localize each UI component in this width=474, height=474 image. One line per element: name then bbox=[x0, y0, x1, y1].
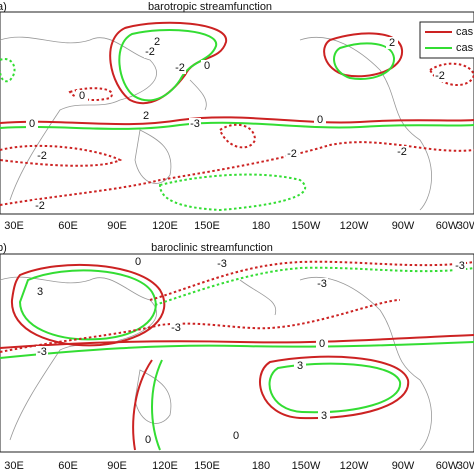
contour-label: 3 bbox=[37, 286, 43, 298]
contour-label-bg bbox=[34, 200, 46, 212]
contour-label-bg bbox=[36, 150, 48, 162]
contour-label: 0 bbox=[79, 90, 85, 102]
contour-label: 2 bbox=[389, 37, 395, 49]
contour-label-bg bbox=[316, 338, 328, 350]
contour-label-bg bbox=[314, 114, 326, 126]
x-tick-label: 30E bbox=[4, 460, 24, 472]
contour-label-bg bbox=[294, 360, 306, 372]
contour-label-bg bbox=[132, 256, 144, 268]
panel-label: b) bbox=[0, 242, 7, 254]
contour-label-bg bbox=[140, 110, 152, 122]
contour-label-bg bbox=[230, 430, 242, 442]
x-tick-label: 150W bbox=[292, 460, 321, 472]
x-tick-label: 90E bbox=[107, 460, 127, 472]
x-tick-label: 30W bbox=[457, 220, 474, 232]
x-tick-label: 60W bbox=[436, 460, 459, 472]
map-frame bbox=[0, 11, 474, 215]
contour-label-bg bbox=[216, 258, 228, 270]
contour-label-bg bbox=[26, 118, 38, 130]
contour-label: -2 bbox=[287, 148, 297, 160]
contours bbox=[0, 260, 474, 451]
contour-label-bg bbox=[201, 60, 213, 72]
x-tick-label: 90W bbox=[392, 460, 415, 472]
contour-label-bg bbox=[454, 260, 466, 272]
contour-label-bg bbox=[151, 36, 163, 48]
contour-label-bg bbox=[318, 410, 330, 422]
x-tick-label: 150E bbox=[194, 220, 220, 232]
panel-title: barotropic streamfunction bbox=[148, 1, 272, 13]
x-tick-label: 30W bbox=[457, 460, 474, 472]
x-tick-label: 150E bbox=[194, 460, 220, 472]
contour-label: 3 bbox=[321, 410, 327, 422]
contour-label: -2 bbox=[175, 62, 185, 74]
contour-label: -2 bbox=[397, 146, 407, 158]
legend-box bbox=[419, 21, 474, 59]
contour-label-bg bbox=[189, 118, 201, 130]
contour-label: 0 bbox=[135, 256, 141, 268]
contour-label-bg bbox=[36, 346, 48, 358]
contour-label: -3 bbox=[171, 322, 181, 334]
contour-label-bg bbox=[434, 70, 446, 82]
contour-label: -3 bbox=[455, 260, 465, 272]
contour-label-bg bbox=[142, 434, 154, 446]
panel-label: a) bbox=[0, 1, 7, 13]
x-tick-label: 120E bbox=[152, 460, 178, 472]
contour-label: -2 bbox=[35, 200, 45, 212]
panel-title: baroclinic streamfunction bbox=[151, 242, 273, 254]
x-tick-label: 150W bbox=[292, 220, 321, 232]
contour-label: 3 bbox=[297, 360, 303, 372]
contour-label-bg bbox=[396, 146, 408, 158]
contour-label-bg bbox=[174, 62, 186, 74]
contour-label: -3 bbox=[37, 346, 47, 358]
x-tick-label: 120W bbox=[340, 220, 369, 232]
contour-label: 0 bbox=[317, 114, 323, 126]
coastlines bbox=[0, 276, 432, 451]
legend-label: cas bbox=[456, 42, 474, 54]
contour-label: -3 bbox=[190, 118, 200, 130]
contour-label-bg bbox=[316, 278, 328, 290]
map-frame bbox=[0, 253, 474, 453]
legend: cas cas bbox=[419, 21, 474, 59]
x-tick-label: 60E bbox=[58, 460, 78, 472]
contour-label: 0 bbox=[204, 60, 210, 72]
x-tick-label: 60W bbox=[436, 220, 459, 232]
contour-label: -2 bbox=[435, 70, 445, 82]
contour-label-bg bbox=[76, 90, 88, 102]
x-tick-label: 90E bbox=[107, 220, 127, 232]
contour-label: -3 bbox=[217, 258, 227, 270]
contour-label-bg bbox=[34, 286, 46, 298]
x-tick-label: 120E bbox=[152, 220, 178, 232]
contours bbox=[0, 21, 474, 212]
contour-label-bg bbox=[286, 148, 298, 160]
x-tick-label: 180 bbox=[252, 460, 270, 472]
contour-label: 2 bbox=[154, 36, 160, 48]
contour-label-bg bbox=[144, 46, 156, 58]
contour-label-bg bbox=[386, 37, 398, 49]
contour-label: -3 bbox=[317, 278, 327, 290]
x-tick-label: 120W bbox=[340, 460, 369, 472]
contour-label: -2 bbox=[145, 46, 155, 58]
contour-label: 0 bbox=[233, 430, 239, 442]
x-tick-label: 60E bbox=[58, 220, 78, 232]
x-tick-label: 180 bbox=[252, 220, 270, 232]
legend-label: cas bbox=[456, 26, 474, 38]
contour-label: 0 bbox=[29, 118, 35, 130]
contour-label: 0 bbox=[319, 338, 325, 350]
contour-label: -2 bbox=[37, 150, 47, 162]
x-tick-label: 30E bbox=[4, 220, 24, 232]
contour-label: 2 bbox=[143, 110, 149, 122]
contour-label-bg bbox=[170, 322, 182, 334]
contour-label: 0 bbox=[145, 434, 151, 446]
x-tick-label: 90W bbox=[392, 220, 415, 232]
